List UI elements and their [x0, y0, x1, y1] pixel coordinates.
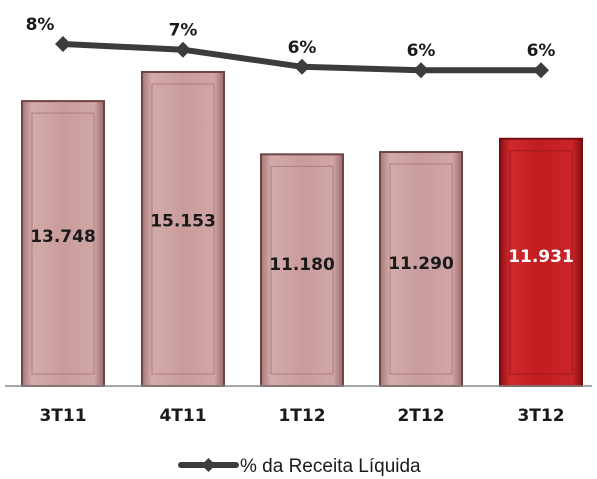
line-point-label: 7% [169, 21, 198, 41]
line-point-marker [533, 62, 549, 79]
bar-value-label: 11.931 [508, 247, 574, 267]
line-point-marker [294, 58, 310, 75]
bar-value-label: 15.153 [150, 212, 216, 232]
line-point-marker [55, 36, 71, 52]
line-point-marker [413, 62, 429, 79]
bar-inner-frame-3T11 [31, 112, 95, 375]
category-label: 1T12 [278, 406, 325, 426]
bar-inner-frame-3T12 [509, 150, 573, 375]
line-point-label: 6% [288, 38, 317, 58]
bar-1T12 [260, 153, 344, 387]
bar-inner-frame-1T12 [270, 165, 334, 375]
line-point-label: 6% [527, 41, 556, 61]
bar-4T11 [141, 71, 225, 387]
labels: 13.748 3T11 15.153 4T11 11.180 1T12 11.290 2T12… [26, 15, 574, 426]
bar-3T12 [499, 137, 583, 387]
bar-2T12 [379, 151, 463, 387]
bars [21, 71, 583, 387]
line-point-label: 8% [26, 15, 55, 35]
bar-inner-frame-4T11 [151, 83, 215, 375]
line-series [55, 36, 549, 79]
category-label: 3T12 [517, 406, 564, 426]
line-point-marker [175, 41, 191, 58]
bar-value-label: 11.290 [388, 254, 454, 274]
bar-inner-frame-2T12 [389, 163, 453, 375]
category-label: 3T11 [39, 406, 86, 426]
bar-3T11 [21, 100, 105, 387]
bar-value-label: 13.748 [30, 227, 96, 247]
line-point-label: 6% [407, 41, 436, 61]
legend-diamond-marker [201, 458, 216, 472]
bar-value-label: 11.180 [269, 255, 335, 275]
category-label: 2T12 [397, 406, 444, 426]
legend: % da Receita Líquida [178, 456, 421, 477]
category-label: 4T11 [159, 406, 206, 426]
legend-label: % da Receita Líquida [240, 456, 421, 477]
